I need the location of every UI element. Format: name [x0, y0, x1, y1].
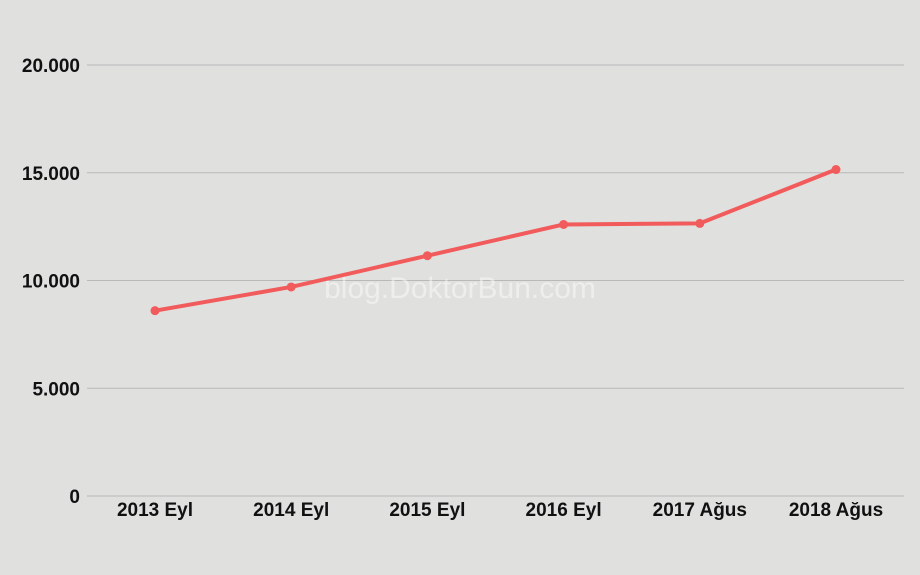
- x-tick-label: 2013 Eyl: [117, 500, 193, 521]
- data-point: [286, 282, 296, 292]
- series-line: [153, 167, 838, 313]
- watermark: blog.DoktorBun.com: [324, 272, 596, 305]
- grid-lines: [87, 64, 904, 497]
- y-tick-label: 5.000: [32, 379, 80, 400]
- y-tick-label: 15.000: [22, 164, 80, 185]
- y-tick-label: 0: [69, 487, 80, 508]
- x-tick-label: 2018 Ağus: [789, 500, 883, 521]
- data-point: [559, 219, 569, 229]
- data-point: [422, 251, 432, 261]
- y-axis-tick-labels: 0 5.000 10.000 15.000 20.000: [22, 56, 80, 508]
- x-tick-label: 2017 Ağus: [653, 500, 747, 521]
- x-axis-tick-labels: 2013 Eyl 2014 Eyl 2015 Eyl 2016 Eyl 2017 Ağu…: [117, 500, 883, 521]
- x-tick-label: 2014 Eyl: [253, 500, 329, 521]
- x-tick-label: 2016 Eyl: [526, 500, 602, 521]
- x-tick-label: 2015 Eyl: [389, 500, 465, 521]
- y-tick-label: 20.000: [22, 56, 80, 77]
- y-tick-label: 10.000: [22, 272, 80, 293]
- data-point: [150, 306, 160, 316]
- data-point: [695, 218, 705, 228]
- series-layer: [150, 165, 841, 316]
- data-point: [831, 165, 841, 175]
